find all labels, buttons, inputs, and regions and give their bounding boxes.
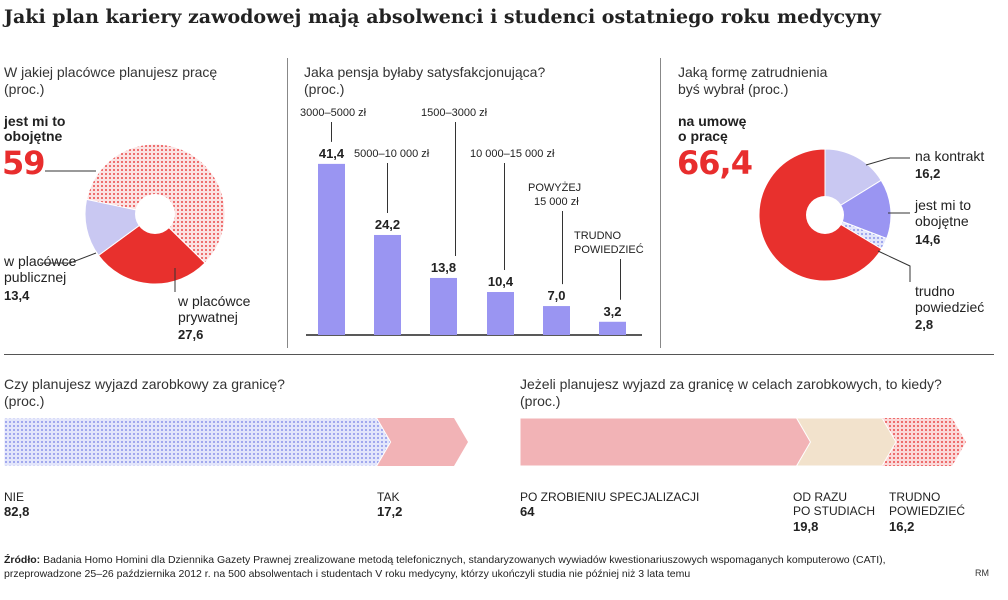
author-credit: RM: [975, 568, 989, 578]
pie1-label-indifferent: jest mi to obojętne: [4, 113, 66, 144]
q4-title: Czy planujesz wyjazd zarobkowy za granic…: [4, 376, 285, 409]
bar-label-5: POWYŻEJ: [528, 181, 581, 194]
pie2-label-contract: na kontrakt: [915, 148, 985, 164]
bar-6: [599, 321, 626, 335]
pie1-value-indifferent: 59: [2, 144, 46, 182]
when-label-hard-to-say: TRUDNO POWIEDZIEĆ: [889, 490, 966, 518]
pie2-label-contract-of-employment: na umowę o pracę: [678, 113, 747, 144]
pie2-slice-2: [823, 179, 892, 240]
pie1-leader-public: [40, 252, 97, 264]
pie1-slice-2: [97, 213, 206, 285]
bar-value-6: 3,2: [603, 304, 621, 319]
when-label-right-after: OD RAZU PO STUDIACH: [793, 490, 876, 518]
bar-value-4: 10,4: [488, 274, 514, 289]
pie2-leader-hard-to-say: [877, 250, 911, 282]
when-segment-2: [795, 417, 897, 467]
bar-3: [430, 277, 457, 335]
bar-label2-6: POWIEDZIEĆ: [574, 243, 644, 256]
bar-value-5: 7,0: [547, 288, 565, 303]
bar-value-3: 13,8: [431, 260, 456, 275]
pie1-hole: [135, 194, 175, 234]
when-value-right-after: 19,8: [793, 519, 819, 534]
pie1-label-private: w placówce prywatnej: [178, 293, 251, 325]
when-label-after-specialization: PO ZROBIENIU SPECJALIZACJI: [520, 490, 700, 504]
q5-title: Jeżeli planujesz wyjazd za granicę w cel…: [520, 376, 942, 409]
abroad-label-no: NIE: [4, 490, 25, 504]
bar-label-1: 3000–5000 zł: [300, 107, 367, 119]
bar-label-4: 10 000–15 000 zł: [470, 148, 555, 160]
bar-2: [374, 234, 401, 335]
pie2-slice-1: [824, 148, 882, 216]
bar-5: [543, 306, 570, 335]
abroad-segment-1: [3, 417, 392, 467]
page-title: Jaki plan kariery zawodowej mają absolwe…: [4, 6, 881, 28]
pie2-leader-contract: [865, 157, 910, 166]
pie2-hole: [806, 196, 844, 234]
pie2-value-contract-of-employment: 66,4: [677, 144, 753, 182]
bar-value-2: 24,2: [375, 217, 400, 232]
q2-title: Jaka pensja byłaby satysfakcjonująca? (p…: [304, 64, 546, 97]
q3-title: Jaką formę zatrudnienia byś wybrał (proc…: [678, 64, 828, 97]
bar-label-6: TRUDNO: [574, 230, 621, 242]
pie1-label-public: w placówce publicznej: [4, 253, 77, 285]
pie1-value-public: 13,4: [4, 288, 30, 303]
bar-label-3: 1500–3000 zł: [421, 107, 488, 119]
abroad-segment-2: [376, 418, 468, 466]
when-value-after-specialization: 64: [520, 504, 535, 519]
bar-label2-5: 15 000 zł: [534, 196, 579, 208]
pie2-value-indifferent: 14,6: [915, 232, 941, 247]
divider-2: [660, 58, 661, 348]
when-segment-1: [519, 417, 812, 467]
bar-label-2: 5000–10 000 zł: [354, 148, 430, 160]
bar-4: [487, 292, 514, 335]
divider-1: [287, 58, 288, 348]
bar-1: [318, 163, 345, 335]
pie2-value-contract: 16,2: [915, 166, 941, 181]
when-value-hard-to-say: 16,2: [889, 519, 915, 534]
pie1-value-private: 27,6: [178, 327, 204, 342]
abroad-value-no: 82,8: [4, 504, 30, 519]
pie2-value-hard-to-say: 2,8: [915, 317, 934, 332]
q1-title: W jakiej placówce planujesz pracę (proc.…: [4, 64, 218, 97]
abroad-label-yes: TAK: [377, 490, 400, 504]
pie2-label-indifferent: jest mi to obojętne: [915, 197, 972, 229]
source-note: Źródło: Badania Homo Homini dla Dziennik…: [4, 554, 886, 580]
divider-horizontal: [4, 354, 994, 355]
pie2-label-hard-to-say: trudno powiedzieć: [915, 283, 985, 315]
when-segment-3: [882, 418, 966, 466]
bar-value-1: 41,4: [319, 146, 345, 161]
abroad-value-yes: 17,2: [377, 504, 403, 519]
